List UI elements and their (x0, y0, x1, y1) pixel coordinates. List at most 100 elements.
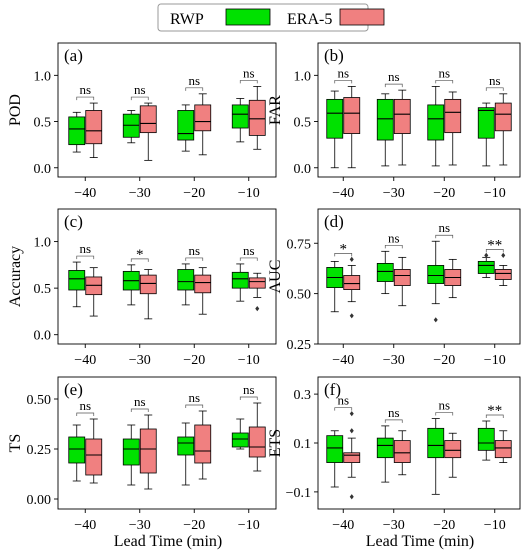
significance-label: ns (188, 390, 200, 405)
y-tick-label: 0.25 (287, 338, 312, 353)
y-tick-label: 0.50 (287, 288, 312, 303)
y-tick-label: 0.5 (34, 116, 52, 131)
box-era-5 (494, 93, 512, 166)
box-era-5 (343, 86, 361, 169)
outlier-point (349, 411, 354, 417)
significance-label: * (136, 247, 144, 263)
box-iqr (68, 116, 86, 146)
x-tick-label: −30 (383, 518, 405, 533)
box-iqr (376, 263, 394, 282)
x-tick-label: −10 (484, 353, 506, 368)
box-era-5 (393, 256, 411, 307)
y-tick-label: 0.0 (34, 329, 52, 344)
box-iqr (85, 110, 103, 145)
box-iqr (177, 436, 195, 456)
significance-label: * (340, 241, 348, 257)
legend-label-era5: ERA-5 (287, 11, 332, 28)
significance-bracket (130, 96, 149, 101)
significance-label: ns (388, 69, 400, 84)
x-axis-label-left: Lead Time (min) (114, 533, 222, 550)
box-era-5 (494, 430, 512, 463)
x-tick-label: −40 (74, 353, 96, 368)
panel-pod: (a) 0.0 0.5 1.0 POD −40 −30 −20 −10 ns ns ns ns (7, 42, 277, 201)
box-iqr (194, 424, 212, 464)
significance-bracket (130, 258, 149, 262)
outlier-point (349, 428, 354, 434)
box-era-5 (248, 402, 266, 472)
box-iqr (477, 107, 495, 139)
y-tick-label: 0.5 (294, 116, 312, 131)
box-era-5 (494, 252, 512, 286)
x-tick-label: −40 (332, 353, 354, 368)
box-iqr (122, 438, 140, 466)
significance-label: ns (134, 394, 146, 409)
x-tick-label: −20 (183, 518, 205, 533)
y-tick-label: 0.75 (287, 237, 312, 252)
box-iqr (477, 427, 495, 451)
outlier-point (349, 256, 354, 262)
significance-label: ns (188, 243, 200, 258)
y-tick-label: 0.00 (27, 493, 52, 508)
box-iqr (427, 104, 445, 141)
box-rwp (68, 111, 86, 153)
y-axis-label: Accuracy (7, 246, 24, 307)
box-iqr (444, 98, 462, 134)
x-tick-label: −40 (332, 186, 354, 201)
x-axis-label-right: Lead Time (min) (366, 533, 474, 550)
box-era-5 (248, 272, 266, 312)
box-era-5 (343, 256, 361, 319)
y-axis-label: ETS (267, 429, 284, 457)
box-rwp (231, 98, 249, 143)
significance-bracket (130, 408, 149, 412)
x-tick-label: −20 (433, 518, 455, 533)
box-era-5 (85, 267, 103, 317)
x-tick-label: −30 (383, 186, 405, 201)
x-tick-label: −40 (74, 186, 96, 201)
significance-bracket (384, 419, 403, 423)
significance-bracket (485, 248, 504, 253)
significance-label: ns (388, 230, 400, 245)
y-axis-label: FAR (267, 95, 284, 125)
panel-label: (c) (64, 212, 83, 231)
box-iqr (139, 428, 157, 474)
box-iqr (231, 104, 249, 129)
significance-bracket (435, 234, 454, 239)
axes-frame (317, 42, 521, 178)
significance-label: ns (243, 243, 255, 258)
outlier-point (349, 494, 354, 500)
box-era-5 (194, 93, 212, 156)
y-tick-label: 0.1 (294, 437, 312, 452)
significance-bracket (239, 257, 258, 261)
outlier-point (255, 306, 260, 312)
axes-frame (57, 42, 277, 178)
box-iqr (68, 270, 86, 291)
box-rwp (326, 260, 344, 313)
box-rwp (122, 110, 140, 144)
panel-label: (b) (324, 46, 344, 65)
x-tick-label: −10 (238, 353, 260, 368)
significance-bracket (76, 255, 95, 260)
significance-label: ns (438, 398, 450, 413)
significance-bracket (185, 257, 204, 261)
box-rwp (376, 93, 394, 167)
significance-label: ns (79, 241, 91, 256)
box-era-5 (393, 89, 411, 166)
box-iqr (139, 105, 157, 134)
box-iqr (427, 265, 445, 284)
significance-bracket (384, 244, 403, 249)
significance-bracket (435, 80, 454, 84)
box-iqr (427, 427, 445, 459)
box-rwp (477, 102, 495, 167)
significance-label: ns (489, 73, 501, 88)
box-rwp (231, 418, 249, 450)
significance-bracket (334, 407, 353, 411)
box-iqr (376, 98, 394, 141)
box-iqr (343, 275, 361, 290)
box-iqr (343, 452, 361, 463)
box-era-5 (444, 432, 462, 478)
box-iqr (393, 440, 411, 463)
y-tick-label: 0.0 (34, 162, 52, 177)
outlier-point (433, 317, 438, 323)
significance-label: ** (487, 237, 502, 253)
